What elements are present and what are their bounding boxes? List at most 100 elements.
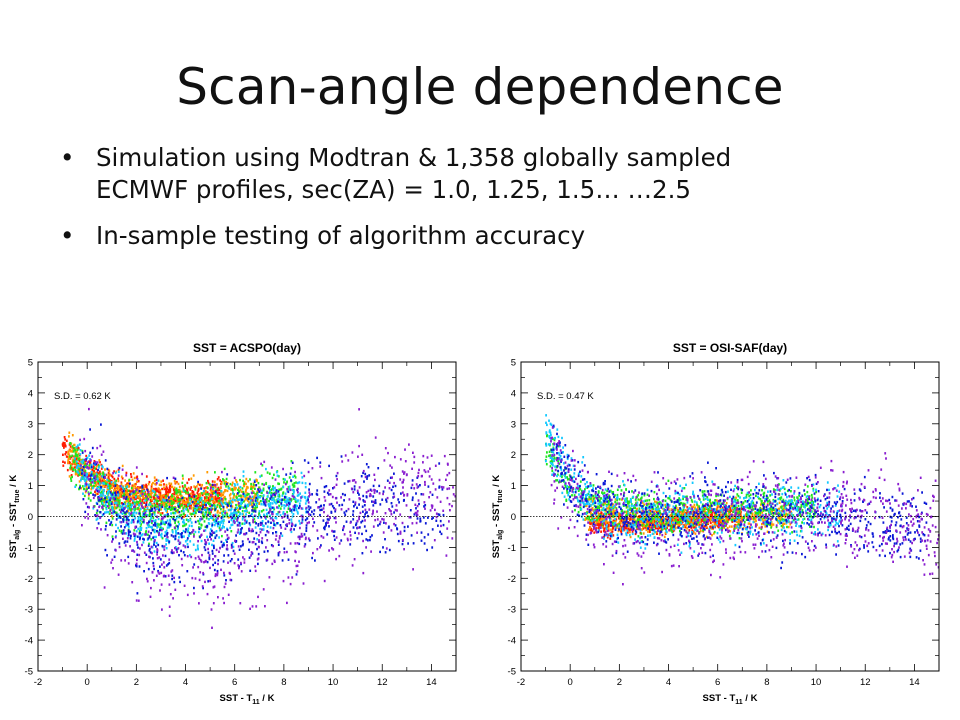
data-point: [211, 492, 214, 496]
data-point: [156, 500, 159, 503]
data-point: [662, 517, 665, 521]
data-point: [692, 510, 695, 513]
data-point: [176, 525, 179, 528]
data-point: [138, 537, 141, 541]
data-point: [133, 508, 136, 512]
data-point: [127, 493, 130, 496]
data-point: [263, 483, 265, 486]
data-point: [76, 454, 79, 457]
data-point: [700, 520, 703, 523]
data-point: [240, 545, 242, 548]
data-point: [366, 511, 368, 514]
data-point: [431, 493, 434, 496]
data-point: [141, 486, 144, 489]
data-point: [628, 529, 631, 532]
data-point: [68, 449, 71, 452]
data-point: [163, 499, 165, 502]
data-point: [117, 573, 120, 576]
data-point: [148, 547, 151, 551]
data-point: [234, 508, 236, 512]
data-point: [717, 526, 720, 529]
data-point: [94, 463, 96, 466]
data-point: [301, 507, 304, 510]
data-point: [189, 517, 192, 521]
data-point: [291, 515, 294, 518]
data-point: [115, 506, 118, 510]
data-point: [266, 550, 269, 553]
data-point: [165, 564, 168, 567]
data-point: [98, 474, 101, 477]
data-point: [270, 544, 273, 547]
data-point: [183, 584, 186, 587]
data-point: [229, 501, 231, 505]
data-point: [327, 521, 329, 524]
data-point: [211, 497, 213, 501]
data-point: [272, 521, 275, 524]
data-point: [213, 585, 216, 588]
data-point: [110, 511, 113, 515]
data-point: [69, 466, 72, 470]
data-point: [251, 505, 254, 509]
data-point: [281, 516, 284, 519]
data-point: [274, 493, 276, 497]
data-point: [231, 514, 234, 518]
data-point: [152, 536, 154, 539]
data-point: [295, 481, 297, 484]
data-point: [200, 539, 203, 543]
data-point: [133, 483, 136, 486]
data-point: [217, 559, 220, 562]
data-point: [221, 502, 223, 506]
data-point: [240, 570, 243, 573]
data-point: [90, 488, 93, 491]
data-point: [201, 511, 204, 514]
data-point: [282, 512, 285, 515]
data-point: [139, 519, 142, 522]
data-point: [396, 509, 398, 512]
data-point: [216, 492, 219, 495]
data-point: [198, 557, 201, 560]
data-point: [715, 519, 718, 523]
data-point: [415, 507, 417, 510]
data-point: [181, 496, 184, 500]
data-point: [161, 487, 163, 491]
data-point: [218, 526, 221, 529]
data-point: [165, 503, 168, 506]
data-point: [152, 564, 155, 568]
data-point: [141, 521, 144, 524]
data-point: [259, 490, 262, 493]
data-point: [332, 530, 335, 533]
data-point: [269, 517, 272, 520]
data-point: [681, 520, 684, 524]
data-point: [180, 494, 183, 498]
data-point: [102, 490, 105, 493]
data-point: [155, 541, 158, 545]
data-point: [226, 540, 228, 543]
data-point: [166, 532, 169, 535]
data-point: [167, 513, 169, 516]
data-point: [104, 459, 107, 462]
data-point: [222, 560, 225, 563]
data-point: [427, 470, 430, 473]
data-point: [251, 491, 253, 495]
data-point: [160, 502, 163, 505]
data-point: [314, 559, 316, 562]
data-point: [400, 492, 402, 495]
data-point: [212, 504, 215, 507]
data-point: [194, 557, 197, 560]
data-point: [412, 542, 415, 545]
data-point: [374, 499, 377, 502]
data-point: [216, 505, 219, 508]
data-point: [245, 532, 248, 535]
data-point: [147, 497, 150, 501]
data-point: [96, 502, 99, 505]
data-point: [660, 522, 663, 526]
data-point: [347, 480, 350, 483]
data-point: [399, 530, 402, 533]
data-point: [177, 489, 180, 492]
data-point: [177, 532, 180, 535]
data-point: [231, 516, 233, 520]
data-point: [274, 495, 277, 498]
data-point: [87, 494, 90, 497]
data-point: [68, 443, 71, 446]
data-point: [698, 515, 701, 519]
